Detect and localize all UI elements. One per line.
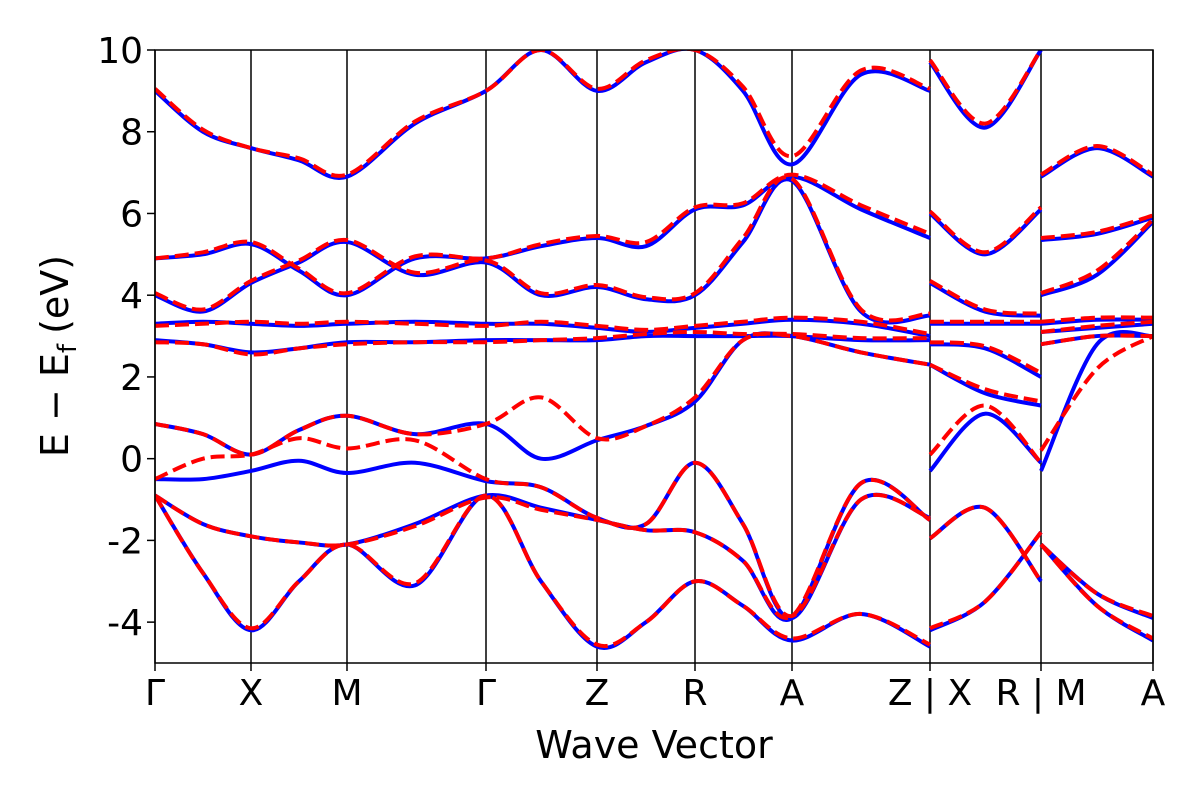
y-label-unit: (eV) [33,255,77,334]
x-tick-label: A [780,673,805,714]
y-tick-label: -4 [107,603,143,644]
x-tick-label: Γ [476,673,496,714]
y-tick-label: 4 [120,276,143,317]
plot-frame [154,49,1154,664]
band-line [155,175,1153,323]
y-tick-label: 6 [120,194,143,235]
band-line [155,315,1153,336]
x-tick-label: Z | X [888,673,972,714]
y-axis-label: E − Ef (eV) [33,255,83,457]
x-tick-label: A [1141,673,1166,714]
band-line [155,319,1153,375]
x-tick-label: Γ [145,673,165,714]
x-tick-label: M [331,673,362,714]
y-tick-label: 10 [97,31,143,72]
y-tick-label: 8 [120,113,143,154]
band-line [155,50,1153,178]
x-tick-label: Z [585,673,610,714]
y-tick-label: -2 [107,521,143,562]
y-label-sub: f [53,343,83,353]
bands [155,50,1153,650]
x-axis-label: Wave Vector [535,723,773,767]
y-tick-label: 0 [120,440,143,481]
x-tick-label: X [239,673,264,714]
band-line [155,334,1153,619]
y-tick-label: 2 [120,358,143,399]
band-line [155,172,1153,296]
ticks: -4 -2 0 2 4 6 8 10 Γ X M Γ Z R A Z | X R | M A [97,31,1165,714]
band-line [155,493,1153,649]
band-line [155,317,1153,339]
x-tick-label: R [682,673,707,714]
x-tick-label: R | M [995,673,1086,714]
y-label-main: E − E [33,353,77,457]
